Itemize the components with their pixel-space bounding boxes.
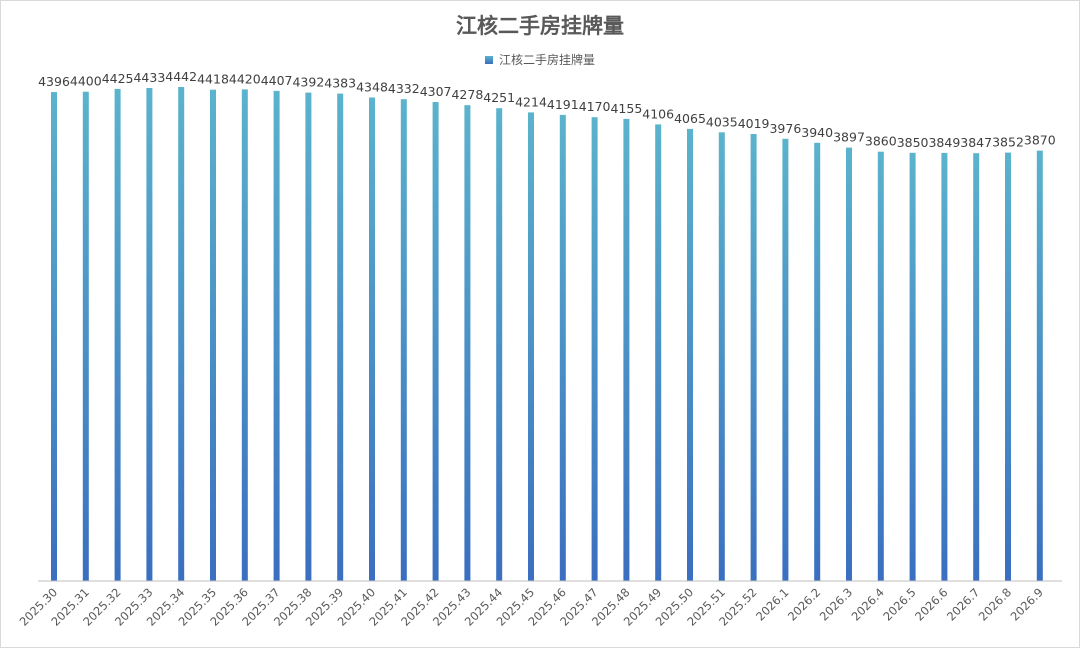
x-tick-label-2026.8: 2026.8 xyxy=(976,585,1014,623)
bar-2025.45 xyxy=(528,112,534,582)
data-label-2025.33: 4433 xyxy=(133,70,165,85)
data-label-2026.1: 3976 xyxy=(769,121,801,136)
bar-2025.44 xyxy=(496,108,503,581)
bar-2026.8 xyxy=(1005,152,1011,581)
data-label-2025.35: 4418 xyxy=(197,72,229,87)
bar-2026.9 xyxy=(1036,150,1043,581)
data-label-2025.31: 4400 xyxy=(70,74,102,89)
bar-2025.51 xyxy=(718,132,725,582)
x-tick-label-2026.5: 2026.5 xyxy=(880,585,918,623)
x-tick-label-2026.6: 2026.6 xyxy=(912,585,950,623)
bar-2026.6 xyxy=(941,152,948,581)
data-label-2025.42: 4307 xyxy=(420,84,452,99)
data-label-2026.9: 3870 xyxy=(1024,133,1056,148)
bar-2025.31 xyxy=(82,91,89,581)
data-label-2025.45: 4214 xyxy=(515,94,547,109)
data-label-2025.30: 4396 xyxy=(38,74,70,89)
bar-2025.50 xyxy=(687,128,693,581)
bar-2026.7 xyxy=(973,153,980,581)
bar-2025.30 xyxy=(51,92,57,581)
data-label-2025.34: 4442 xyxy=(165,69,197,84)
bar-2025.37 xyxy=(273,90,280,582)
x-tick-labels: 2025.302025.312025.322025.332025.342025.… xyxy=(17,585,1046,629)
bar-2025.46 xyxy=(559,114,566,582)
data-label-2025.40: 4348 xyxy=(356,80,388,95)
x-tick-label-2026.1: 2026.1 xyxy=(753,585,791,623)
data-label-2026.5: 3850 xyxy=(897,135,929,150)
bar-2026.3 xyxy=(846,147,852,581)
bar-2025.49 xyxy=(655,124,662,582)
bars xyxy=(51,87,1043,582)
data-label-2025.37: 4407 xyxy=(261,73,293,88)
data-label-2025.38: 4392 xyxy=(292,75,324,90)
data-label-2025.46: 4191 xyxy=(547,97,579,112)
legend[interactable]: 江核二手房挂牌量 xyxy=(0,51,1080,68)
x-tick-label-2026.9: 2026.9 xyxy=(1008,585,1046,623)
bar-2026.4 xyxy=(877,151,884,581)
bar-2025.32 xyxy=(114,88,121,582)
data-label-2026.4: 3860 xyxy=(865,134,897,149)
bar-2025.35 xyxy=(210,89,216,581)
data-label-2025.43: 4278 xyxy=(451,87,483,102)
x-tick-label-2026.7: 2026.7 xyxy=(944,585,982,623)
bar-2025.52 xyxy=(750,134,757,581)
data-label-2026.8: 3852 xyxy=(992,135,1024,150)
bar-2025.38 xyxy=(305,92,312,581)
bar-2025.36 xyxy=(241,89,248,582)
data-label-2025.52: 4019 xyxy=(738,116,770,131)
bar-2025.43 xyxy=(464,105,471,581)
bar-2025.34 xyxy=(178,87,185,581)
legend-label: 江核二手房挂牌量 xyxy=(498,53,595,67)
data-label-2026.2: 3940 xyxy=(801,125,833,140)
data-label-2025.49: 4106 xyxy=(642,106,674,121)
chart-title: 江核二手房挂牌量 xyxy=(456,13,624,38)
bar-2025.42 xyxy=(432,102,439,581)
data-label-2025.41: 4332 xyxy=(388,81,420,96)
bar-2025.39 xyxy=(337,93,344,581)
bar-2026.1 xyxy=(782,138,789,582)
bar-2025.48 xyxy=(623,118,630,582)
data-label-2026.3: 3897 xyxy=(833,130,865,145)
bar-2025.40 xyxy=(369,97,375,581)
data-label-2026.7: 3847 xyxy=(960,135,992,150)
data-label-2025.51: 4035 xyxy=(706,114,738,129)
data-label-2025.44: 4251 xyxy=(483,90,515,105)
legend-swatch xyxy=(484,55,493,64)
bar-2026.2 xyxy=(814,142,821,582)
bar-2026.5 xyxy=(909,152,916,582)
data-label-2025.39: 4383 xyxy=(324,76,356,91)
bar-2025.47 xyxy=(591,117,598,581)
bar-2025.33 xyxy=(146,88,153,581)
bar-2025.41 xyxy=(400,99,407,581)
data-label-2025.47: 4170 xyxy=(579,99,611,114)
x-tick-label-2026.3: 2026.3 xyxy=(817,585,855,623)
data-label-2025.50: 4065 xyxy=(674,111,706,126)
data-label-2026.6: 3849 xyxy=(928,135,960,150)
x-tick-label-2026.4: 2026.4 xyxy=(849,585,887,623)
x-tick-label-2026.2: 2026.2 xyxy=(785,585,823,623)
data-labels: 4396 4400 4425 4433 4442 4418 4420 4407 4392 4383… xyxy=(38,69,1056,150)
data-label-2025.32: 4425 xyxy=(102,71,134,86)
data-label-2025.36: 4420 xyxy=(229,71,261,86)
data-label-2025.48: 4155 xyxy=(610,101,642,116)
